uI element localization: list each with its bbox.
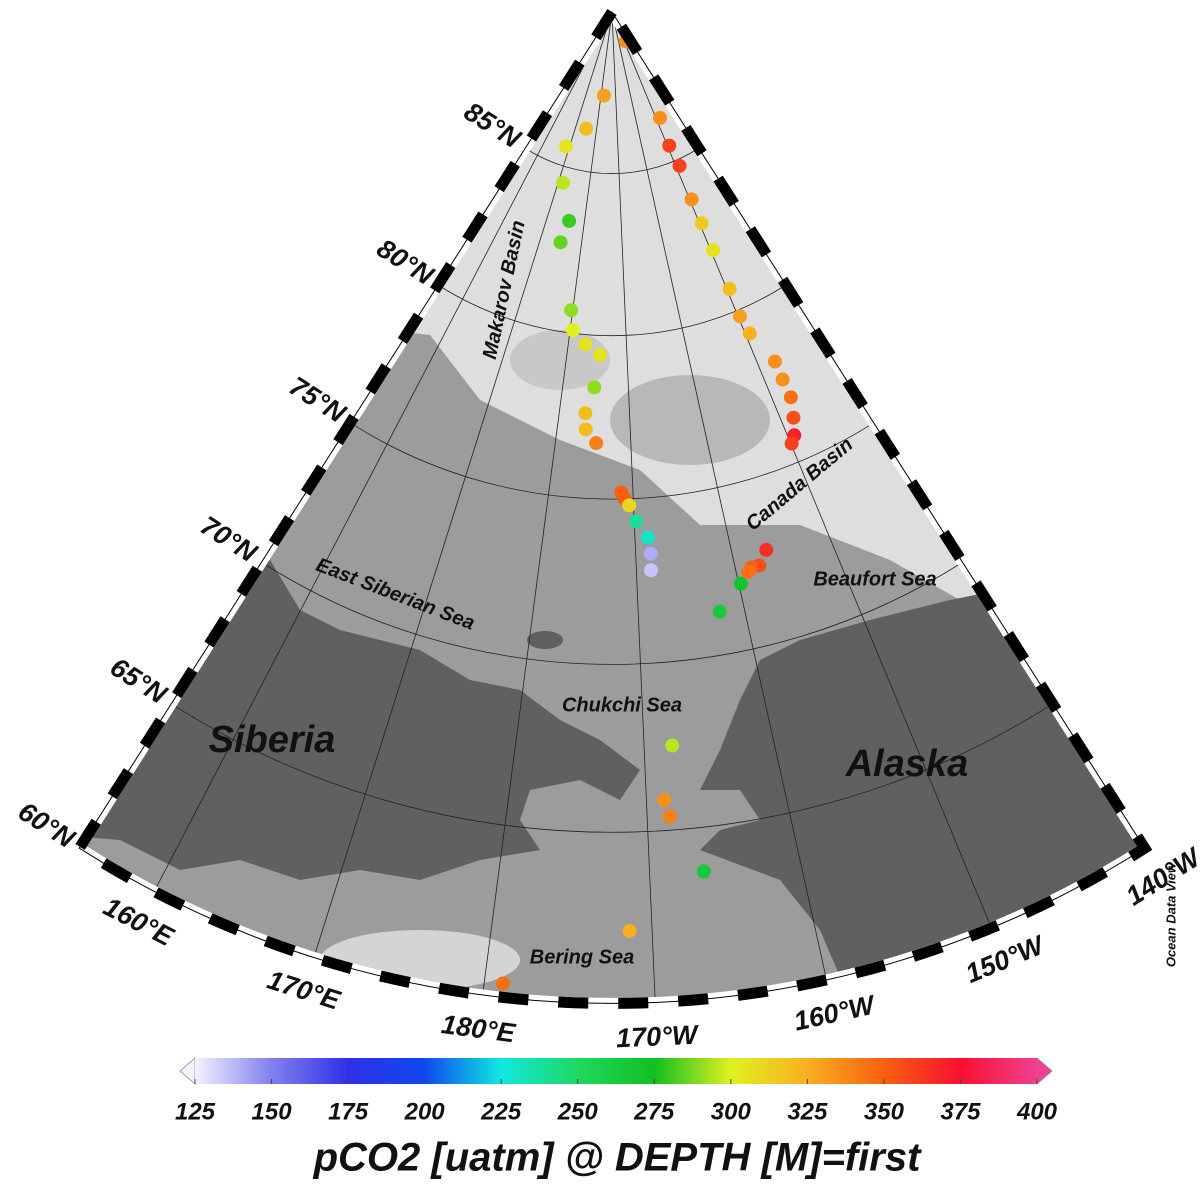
station — [733, 309, 747, 323]
station — [559, 139, 573, 153]
colorbar-tick-label: 125 — [175, 1098, 216, 1125]
station — [734, 577, 748, 591]
station — [776, 373, 790, 387]
station — [629, 515, 643, 529]
colorbar-tick-label: 350 — [864, 1098, 905, 1125]
station — [784, 390, 798, 404]
colorbar-tick-label: 275 — [633, 1098, 675, 1125]
station — [597, 89, 611, 103]
station — [785, 437, 799, 451]
station — [644, 563, 658, 577]
station — [496, 976, 510, 990]
station — [759, 543, 773, 557]
station — [685, 192, 699, 206]
station — [662, 139, 676, 153]
station — [723, 282, 737, 296]
station — [578, 406, 592, 420]
lat-label: 75°N — [284, 371, 351, 429]
lon-label: 170°W — [615, 1020, 700, 1054]
colorbar-tick-label: 200 — [404, 1098, 446, 1125]
colorbar-bar — [195, 1058, 1037, 1084]
station — [653, 111, 667, 125]
station — [713, 605, 727, 619]
colorbar-title: pCO2 [uatm] @ DEPTH [M]=first — [313, 1136, 922, 1180]
station — [554, 235, 568, 249]
station — [579, 422, 593, 436]
colorbar-end — [1037, 1058, 1052, 1084]
station — [562, 214, 576, 228]
colorbar-tick-label: 375 — [940, 1098, 981, 1125]
colorbar-tick-label: 225 — [480, 1098, 522, 1125]
map-figure: Makarov Basin Canada Basin East Siberian… — [0, 0, 1203, 1187]
lat-label: 65°N — [105, 652, 172, 710]
region-label: Beaufort Sea — [813, 568, 936, 590]
station — [663, 810, 677, 824]
station — [593, 348, 607, 362]
station — [665, 739, 679, 753]
region-label: Alaska — [845, 743, 969, 785]
station — [657, 793, 671, 807]
station — [644, 547, 658, 561]
lat-label: 70°N — [195, 510, 262, 568]
colorbar-tick-label: 400 — [1016, 1098, 1058, 1125]
colorbar: 125 150 175 200 225 250 275 300 325 350 375 400 — [175, 1058, 1058, 1125]
station — [741, 565, 755, 579]
station — [743, 326, 757, 340]
station — [566, 323, 580, 337]
lat-label: 80°N — [372, 233, 439, 291]
station — [706, 243, 720, 257]
station — [786, 411, 800, 425]
region-label: Siberia — [209, 719, 336, 761]
station — [589, 436, 603, 450]
station — [641, 530, 655, 544]
colorbar-tick-label: 300 — [711, 1098, 752, 1125]
station — [579, 122, 593, 136]
station — [622, 498, 636, 512]
region-label: Bering Sea — [530, 946, 634, 968]
lat-label: 60°N — [13, 796, 80, 854]
station — [695, 216, 709, 230]
island — [527, 631, 563, 649]
station — [768, 354, 782, 368]
station — [564, 303, 578, 317]
lon-label: 160°W — [791, 989, 879, 1036]
ridge — [610, 375, 770, 465]
station — [697, 865, 711, 879]
station — [556, 176, 570, 190]
station — [587, 380, 601, 394]
colorbar-end — [180, 1058, 195, 1084]
colorbar-tick-label: 150 — [252, 1098, 293, 1125]
colorbar-tick-label: 250 — [557, 1098, 599, 1125]
station — [673, 159, 687, 173]
colorbar-tick-label: 325 — [787, 1098, 828, 1125]
station — [578, 337, 592, 351]
lon-label: 180°E — [440, 1009, 518, 1049]
lat-label: 85°N — [459, 96, 526, 154]
colorbar-tick-label: 175 — [328, 1098, 369, 1125]
lon-label: 170°E — [264, 965, 344, 1016]
station — [623, 924, 637, 938]
region-label: Chukchi Sea — [562, 694, 682, 716]
